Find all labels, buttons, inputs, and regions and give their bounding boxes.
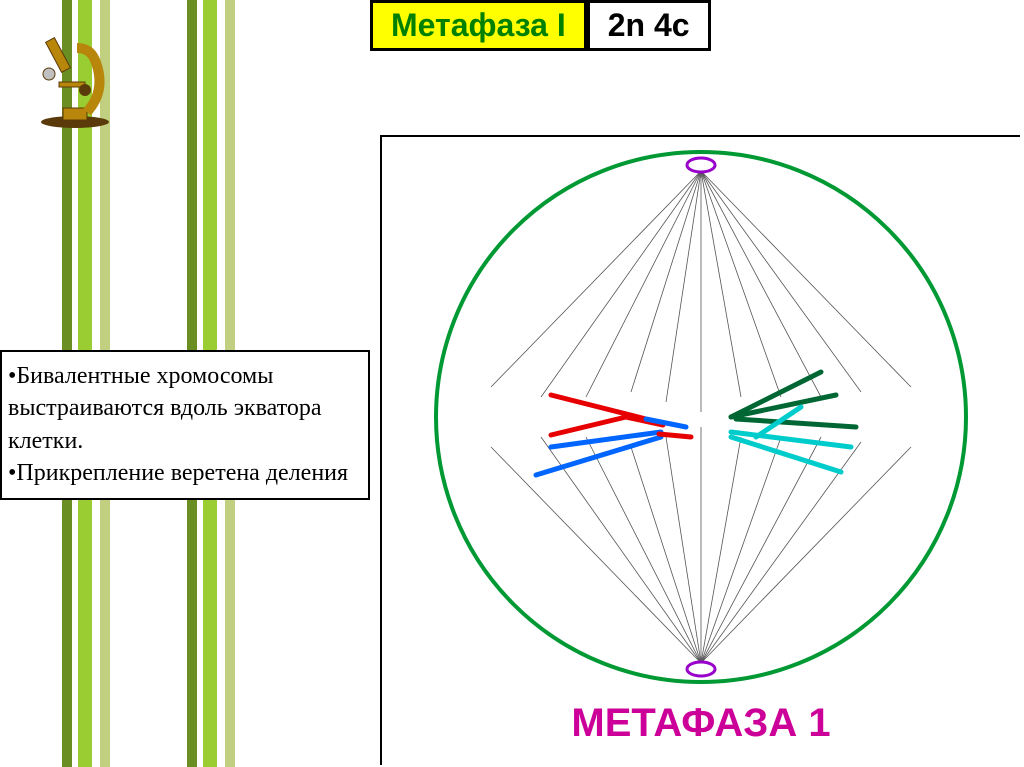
cell-diagram-panel: МЕТАФАЗА 1 (380, 135, 1020, 765)
title-bar: Метафаза I 2n 4c (370, 0, 711, 51)
diagram-caption: МЕТАФАЗА 1 (382, 701, 1020, 746)
bullet-spindle: •Прикрепление веретена деления (8, 457, 362, 489)
microscope-icon (35, 30, 115, 130)
description-box: •Бивалентные хромосомы выстраиваются вдо… (0, 350, 370, 500)
phase-title: Метафаза I (370, 0, 587, 51)
bullet-bivalent: •Бивалентные хромосомы выстраиваются вдо… (8, 360, 362, 457)
chromosome-notation: 2n 4c (587, 0, 711, 51)
metaphase-cell-diagram (401, 137, 1001, 697)
